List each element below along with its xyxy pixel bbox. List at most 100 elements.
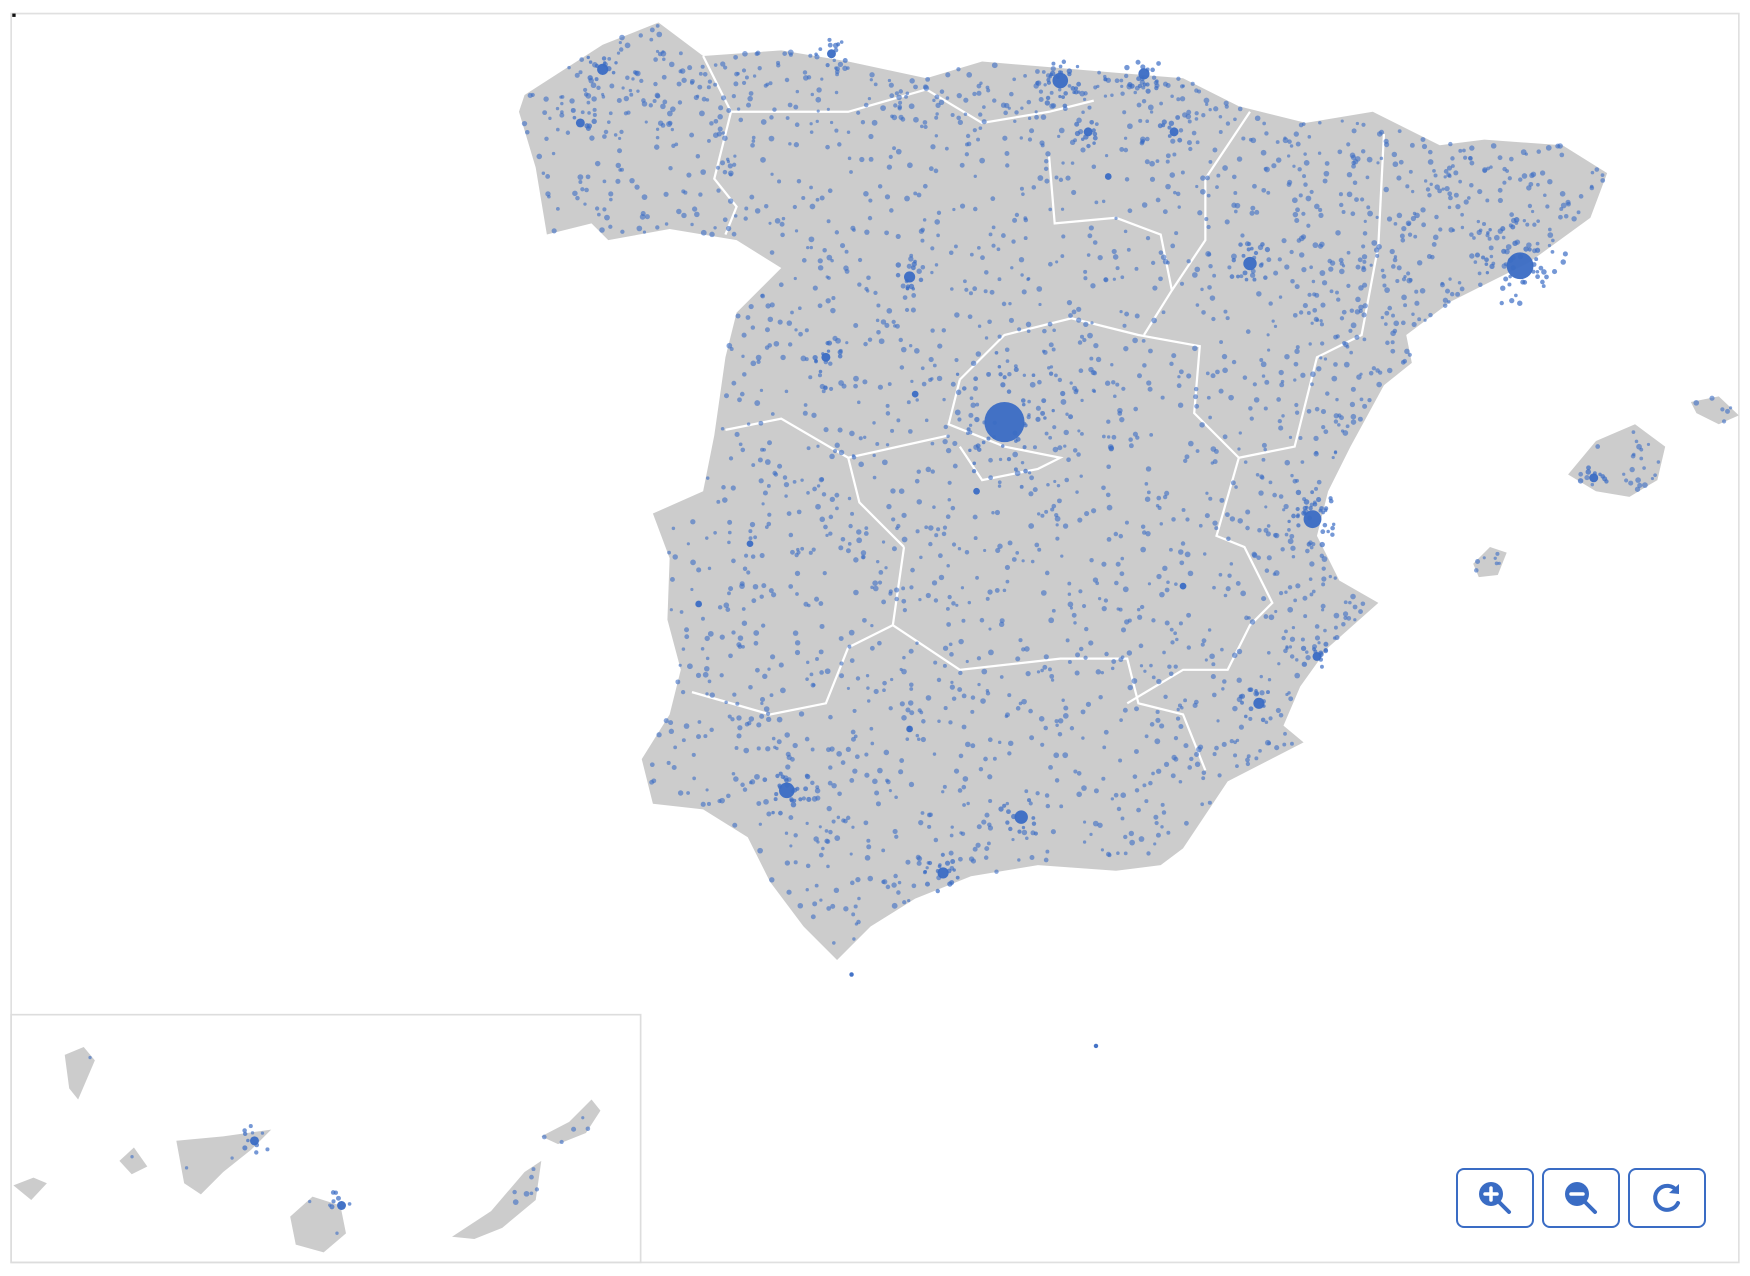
population-dot bbox=[1057, 377, 1063, 383]
population-dot bbox=[1287, 139, 1292, 144]
population-dot bbox=[987, 319, 992, 325]
population-dot bbox=[1123, 229, 1128, 234]
population-dot bbox=[1275, 157, 1282, 163]
population-dot bbox=[1305, 548, 1310, 554]
population-dot bbox=[885, 443, 890, 447]
population-dot bbox=[1025, 321, 1032, 328]
population-dot bbox=[1586, 465, 1591, 471]
population-dot bbox=[1178, 779, 1183, 784]
population-dot bbox=[1260, 475, 1265, 480]
population-dot bbox=[851, 736, 856, 742]
population-dot bbox=[1331, 375, 1338, 382]
population-dot bbox=[720, 61, 726, 67]
population-dot bbox=[877, 384, 883, 390]
population-dot bbox=[1055, 536, 1060, 541]
population-dot bbox=[681, 77, 687, 83]
population-dot bbox=[1312, 307, 1318, 313]
population-dot bbox=[904, 271, 916, 283]
population-dot bbox=[950, 859, 956, 864]
population-dot bbox=[1282, 508, 1286, 512]
population-dot bbox=[1004, 151, 1010, 156]
population-dot bbox=[1187, 119, 1192, 124]
population-dot bbox=[741, 332, 747, 338]
population-dot bbox=[852, 937, 856, 941]
population-dot bbox=[1248, 406, 1253, 411]
zoom-out-button[interactable] bbox=[1542, 1168, 1620, 1228]
reset-button[interactable] bbox=[1628, 1168, 1706, 1228]
population-dot bbox=[887, 382, 892, 386]
population-dot bbox=[1142, 783, 1147, 788]
population-dot bbox=[335, 1231, 339, 1235]
population-dot bbox=[698, 192, 703, 197]
population-dot bbox=[750, 143, 755, 148]
population-dot bbox=[810, 914, 816, 920]
population-dot bbox=[1149, 433, 1154, 437]
population-dot bbox=[1160, 802, 1165, 807]
population-dot bbox=[1443, 169, 1449, 174]
population-dot bbox=[1287, 179, 1293, 185]
population-dot bbox=[1053, 479, 1057, 484]
population-dot bbox=[1027, 399, 1031, 404]
population-dot bbox=[1184, 454, 1190, 460]
population-dot bbox=[1027, 116, 1032, 121]
population-dot bbox=[1551, 269, 1558, 275]
population-dot bbox=[1180, 541, 1186, 546]
population-dot bbox=[1218, 388, 1224, 394]
population-dot bbox=[1565, 199, 1571, 205]
population-dot bbox=[1507, 282, 1512, 287]
population-dot bbox=[788, 52, 793, 57]
population-dot bbox=[956, 115, 961, 121]
population-dot bbox=[894, 587, 900, 593]
population-dot bbox=[890, 677, 894, 682]
population-dot bbox=[1031, 185, 1037, 190]
population-dot bbox=[661, 74, 667, 80]
population-dot bbox=[1476, 219, 1481, 224]
population-dot bbox=[1320, 302, 1326, 308]
population-dot bbox=[1002, 135, 1008, 141]
population-dot bbox=[589, 135, 595, 141]
population-dot bbox=[947, 497, 952, 502]
population-dot bbox=[713, 530, 717, 535]
population-dot bbox=[1401, 277, 1407, 282]
population-dot bbox=[962, 803, 966, 807]
population-dot bbox=[1006, 456, 1012, 462]
population-dot bbox=[1348, 600, 1352, 605]
population-dot bbox=[727, 714, 732, 719]
population-dot bbox=[1303, 152, 1307, 156]
population-dot bbox=[1163, 694, 1168, 699]
population-dot bbox=[934, 115, 939, 120]
population-dot bbox=[1097, 822, 1103, 828]
population-dot bbox=[666, 121, 672, 127]
population-dot bbox=[1079, 90, 1086, 97]
zoom-in-button[interactable] bbox=[1456, 1168, 1534, 1228]
population-dot bbox=[1292, 211, 1299, 218]
population-dot bbox=[1359, 372, 1363, 376]
population-dot bbox=[765, 716, 772, 723]
population-dot bbox=[1385, 340, 1390, 346]
population-dot bbox=[793, 104, 799, 110]
population-dot bbox=[1194, 266, 1201, 273]
population-dot bbox=[1063, 91, 1068, 96]
population-dot bbox=[671, 765, 677, 771]
population-dot bbox=[615, 162, 622, 169]
population-dot bbox=[981, 440, 986, 445]
population-dot bbox=[1271, 319, 1275, 323]
population-dot bbox=[1027, 471, 1032, 475]
population-dot bbox=[1147, 104, 1154, 111]
population-dot bbox=[1079, 474, 1083, 478]
population-dot bbox=[916, 856, 923, 862]
population-dot bbox=[906, 725, 913, 733]
population-dot bbox=[683, 723, 690, 729]
population-dot bbox=[933, 168, 939, 174]
population-dot bbox=[619, 167, 624, 172]
population-dot bbox=[761, 583, 767, 589]
population-dot bbox=[1038, 97, 1044, 102]
population-dot bbox=[792, 204, 797, 210]
population-dot bbox=[1194, 403, 1200, 409]
population-dot bbox=[1094, 200, 1099, 205]
population-dot bbox=[1208, 107, 1212, 112]
population-dot bbox=[331, 1199, 336, 1204]
population-dot bbox=[1337, 149, 1343, 155]
population-dot bbox=[1137, 614, 1143, 620]
